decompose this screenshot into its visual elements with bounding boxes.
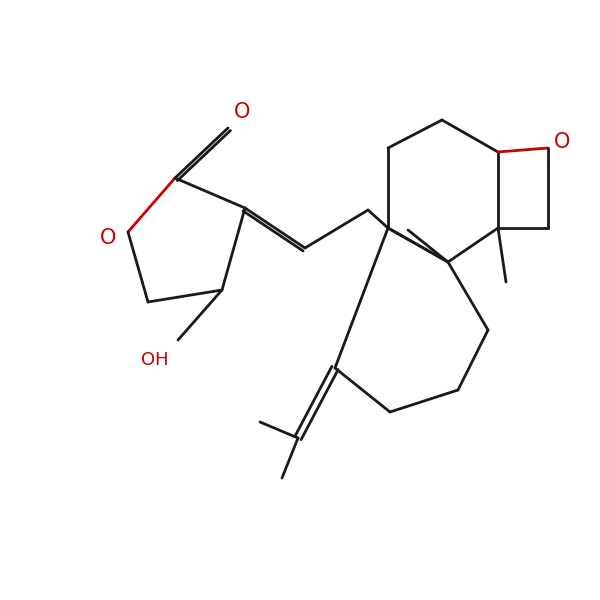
Text: O: O bbox=[234, 102, 250, 122]
Text: OH: OH bbox=[141, 351, 169, 369]
Text: O: O bbox=[100, 228, 116, 248]
Text: O: O bbox=[554, 132, 570, 152]
